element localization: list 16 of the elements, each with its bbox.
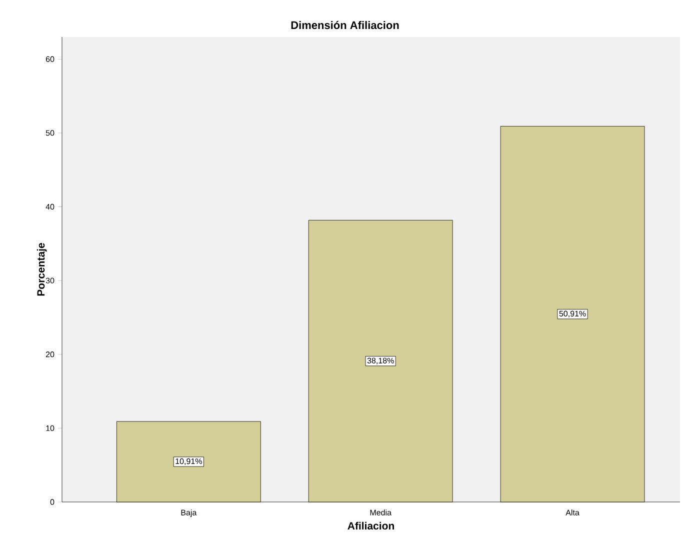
data-label: 10,91% — [176, 458, 202, 466]
y-tick-label: 50 — [46, 130, 54, 136]
chart-title: Dimensión Afiliacion — [291, 20, 399, 30]
data-label: 38,18% — [367, 358, 394, 364]
y-tick-label: 60 — [46, 56, 54, 62]
data-label: 50,91% — [559, 310, 586, 318]
y-tick-label: 30 — [46, 278, 54, 284]
x-tick-label: Alta — [566, 510, 580, 516]
y-tick-label: 40 — [46, 204, 54, 210]
x-tick-label: Baja — [181, 510, 197, 517]
x-tick-label: Media — [370, 510, 392, 516]
y-tick-label: 0 — [50, 499, 54, 505]
y-tick-label: 10 — [46, 425, 54, 432]
x-axis-title: Afiliacion — [348, 522, 394, 530]
y-tick-label: 20 — [46, 352, 54, 358]
y-axis-title: Porcentaje — [36, 243, 47, 296]
